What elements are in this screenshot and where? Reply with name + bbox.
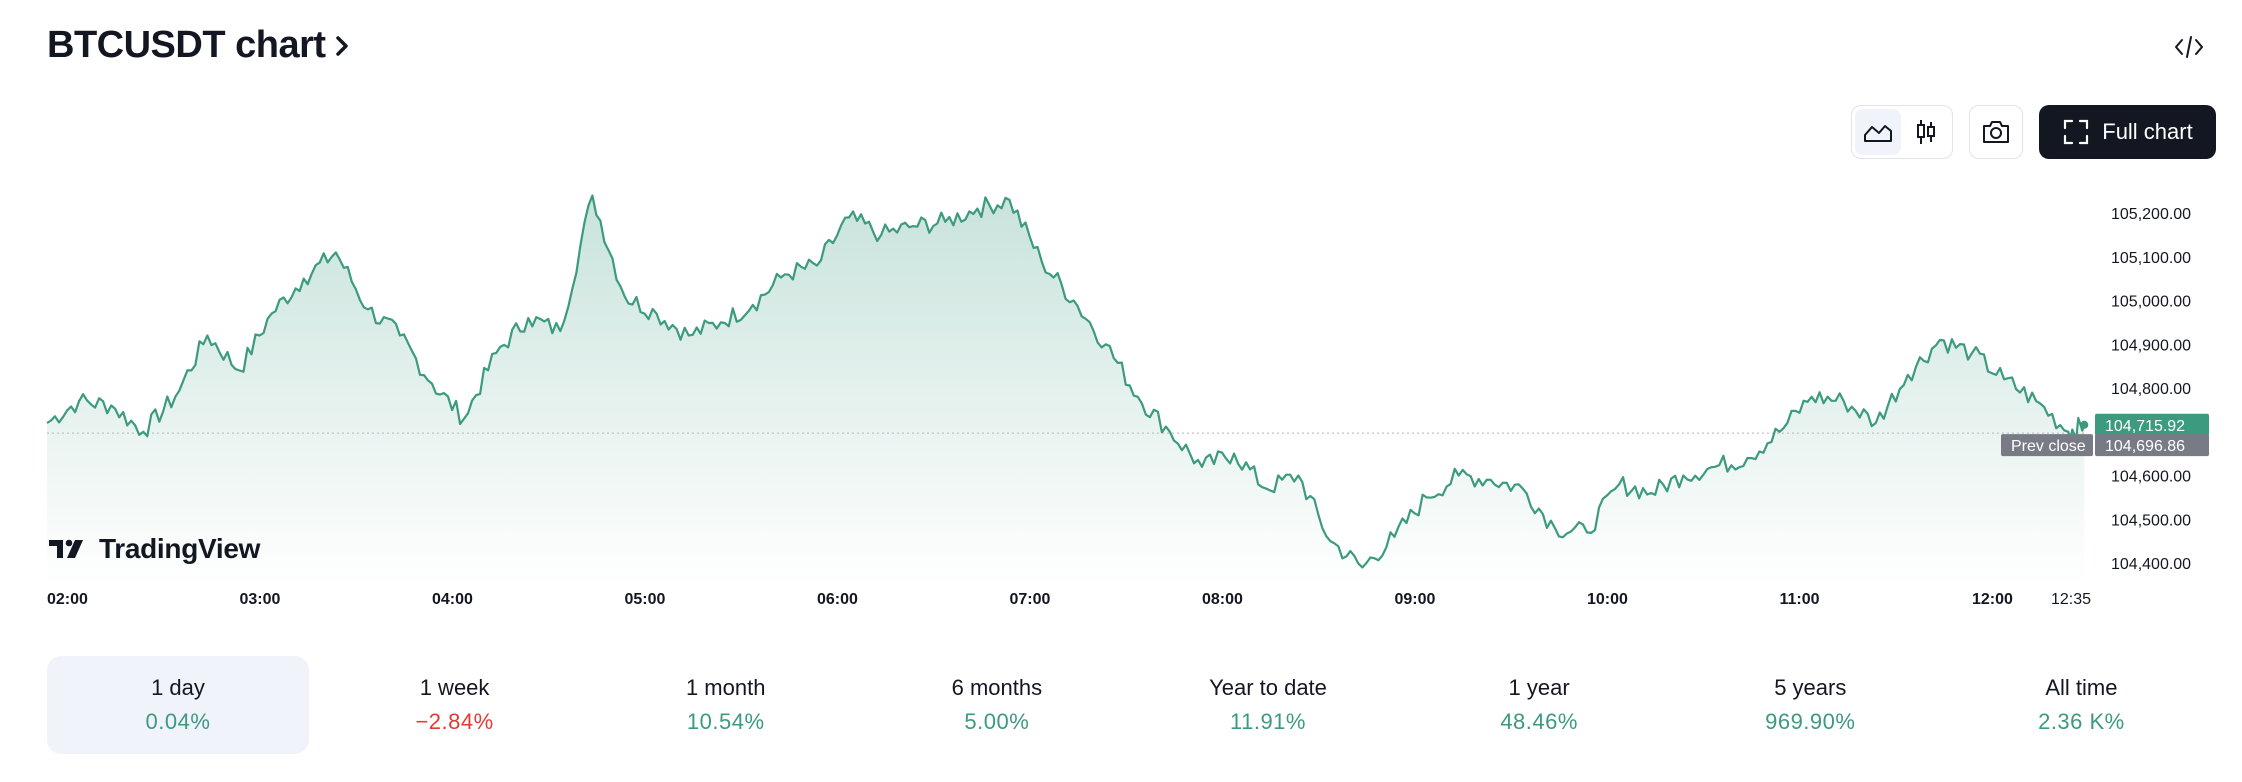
- tradingview-logo[interactable]: TradingView: [49, 533, 260, 565]
- period-change: 11.91%: [1230, 709, 1306, 734]
- page-title: BTCUSDT chart: [47, 24, 326, 66]
- prev-close-badge: 104,696.86: [2105, 438, 2185, 455]
- tradingview-logo-icon: [49, 539, 83, 558]
- y-axis-tick-label: 104,900.00: [2111, 337, 2191, 354]
- code-icon: [2175, 36, 2203, 58]
- x-axis-end-label: 12:35: [2051, 591, 2091, 608]
- period-change: 969.90%: [1765, 709, 1856, 734]
- period-label: 5 years: [1774, 675, 1847, 700]
- fullscreen-icon: [2064, 119, 2089, 145]
- period-label: Year to date: [1209, 675, 1327, 700]
- embed-code-button[interactable]: [2172, 30, 2206, 64]
- prev-close-tag: Prev close: [2011, 438, 2086, 455]
- y-axis-tick-label: 105,100.00: [2111, 250, 2191, 267]
- x-axis-tick-label: 07:00: [1010, 591, 1051, 608]
- period-label: 1 month: [685, 675, 766, 700]
- x-axis-tick-label: 08:00: [1202, 591, 1243, 608]
- screenshot-button[interactable]: [1969, 105, 2023, 159]
- period-label: All time: [2045, 675, 2118, 700]
- x-axis-tick-label: 05:00: [625, 591, 666, 608]
- prev-close-tag-bg: [2001, 434, 2093, 457]
- period-tab-1-year[interactable]: 1 year 48.46%: [1404, 656, 1675, 754]
- y-axis-tick-label: 104,800.00: [2111, 381, 2191, 398]
- last-price-dot: [2080, 420, 2089, 429]
- y-axis-tick-label: 105,000.00: [2111, 294, 2191, 311]
- current-price-badge: 104,715.92: [2105, 418, 2185, 435]
- candlestick-icon: [1917, 120, 1935, 144]
- period-label: 1 year: [1508, 675, 1570, 700]
- period-change: 0.04%: [145, 709, 211, 734]
- y-axis-tick-label: 105,200.00: [2111, 206, 2191, 223]
- period-selector: 1 day 0.04% 1 week −2.84% 1 month 10.54% 6 mon…: [47, 656, 2217, 754]
- period-change: 5.00%: [964, 709, 1030, 734]
- period-tab-5-years[interactable]: 5 years 969.90%: [1675, 656, 1946, 754]
- period-change: 2.36 K%: [2038, 709, 2125, 734]
- period-tab-6-months[interactable]: 6 months 5.00%: [861, 656, 1132, 754]
- full-chart-label: Full chart: [2102, 119, 2193, 144]
- camera-icon: [1983, 121, 2009, 143]
- period-tab-year-to-date[interactable]: Year to date 11.91%: [1132, 656, 1403, 754]
- y-axis-tick-label: 104,500.00: [2111, 512, 2191, 529]
- x-axis-tick-label: 03:00: [240, 591, 281, 608]
- area-chart-button[interactable]: [1855, 109, 1901, 155]
- period-change: 10.54%: [686, 709, 765, 734]
- prev-close-badge-bg: [2095, 434, 2209, 457]
- x-axis-tick-label: 06:00: [817, 591, 858, 608]
- period-tab-all-time[interactable]: All time 2.36 K%: [1946, 656, 2217, 754]
- price-area-fill: [47, 195, 2085, 585]
- x-axis-tick-label: 04:00: [432, 591, 473, 608]
- period-change: 48.46%: [1500, 709, 1578, 734]
- area-chart-icon: [1864, 125, 1892, 142]
- chart-style-toggle: [1851, 105, 1953, 159]
- chart-title-link[interactable]: BTCUSDT chart: [47, 24, 354, 67]
- current-price-badge-bg: [2095, 413, 2209, 436]
- y-axis-tick-label: 104,400.00: [2111, 556, 2191, 573]
- period-label: 1 week: [419, 675, 490, 700]
- logo-text: TradingView: [99, 533, 261, 564]
- x-axis-tick-label: 12:00: [1972, 591, 2013, 608]
- price-line: [46, 194, 2086, 569]
- period-change: −2.84%: [415, 709, 494, 734]
- period-tab-1-month[interactable]: 1 month 10.54%: [590, 656, 861, 754]
- period-tab-1-week[interactable]: 1 week −2.84%: [319, 656, 590, 754]
- period-label: 6 months: [951, 675, 1043, 700]
- x-axis-tick-label: 02:00: [47, 591, 88, 608]
- full-chart-button[interactable]: Full chart: [2039, 105, 2216, 159]
- candlestick-chart-button[interactable]: [1903, 109, 1949, 155]
- y-axis-tick-label: 104,600.00: [2111, 469, 2191, 486]
- period-tab-1-day[interactable]: 1 day 0.04%: [47, 656, 309, 754]
- x-axis-tick-label: 09:00: [1395, 591, 1436, 608]
- x-axis-tick-label: 11:00: [1780, 591, 1820, 608]
- price-chart[interactable]: 105,200.00 105,100.00 105,000.00 104,900.00…: [0, 180, 2242, 620]
- period-label: 1 day: [151, 675, 205, 700]
- chevron-right-icon: [335, 35, 348, 56]
- x-axis-tick-label: 10:00: [1587, 591, 1628, 608]
